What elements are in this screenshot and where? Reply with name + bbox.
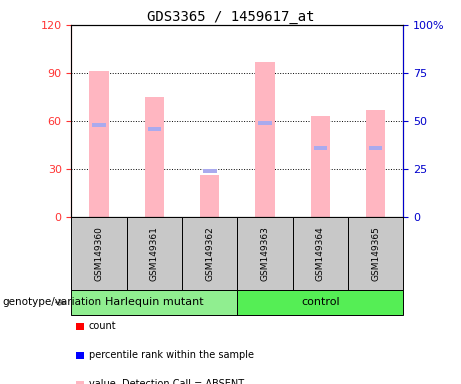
- Text: GSM149363: GSM149363: [260, 226, 270, 281]
- Bar: [313, 146, 327, 150]
- Text: GSM149361: GSM149361: [150, 226, 159, 281]
- Bar: [148, 127, 161, 131]
- Text: Harlequin mutant: Harlequin mutant: [105, 297, 204, 308]
- Bar: [366, 110, 385, 217]
- Bar: [255, 62, 275, 217]
- Text: GSM149360: GSM149360: [95, 226, 104, 281]
- Text: percentile rank within the sample: percentile rank within the sample: [89, 350, 254, 360]
- Bar: [200, 175, 219, 217]
- Bar: [89, 71, 109, 217]
- Bar: [145, 97, 164, 217]
- Bar: [369, 146, 383, 150]
- Text: GSM149362: GSM149362: [205, 226, 214, 281]
- Text: control: control: [301, 297, 340, 308]
- Text: value, Detection Call = ABSENT: value, Detection Call = ABSENT: [89, 379, 244, 384]
- Text: GSM149364: GSM149364: [316, 226, 325, 281]
- Text: count: count: [89, 321, 117, 331]
- Bar: [311, 116, 330, 217]
- Text: GDS3365 / 1459617_at: GDS3365 / 1459617_at: [147, 10, 314, 23]
- Bar: [203, 169, 217, 173]
- Text: GSM149365: GSM149365: [371, 226, 380, 281]
- Bar: [258, 121, 272, 125]
- Text: genotype/variation: genotype/variation: [2, 297, 101, 308]
- Bar: [92, 123, 106, 127]
